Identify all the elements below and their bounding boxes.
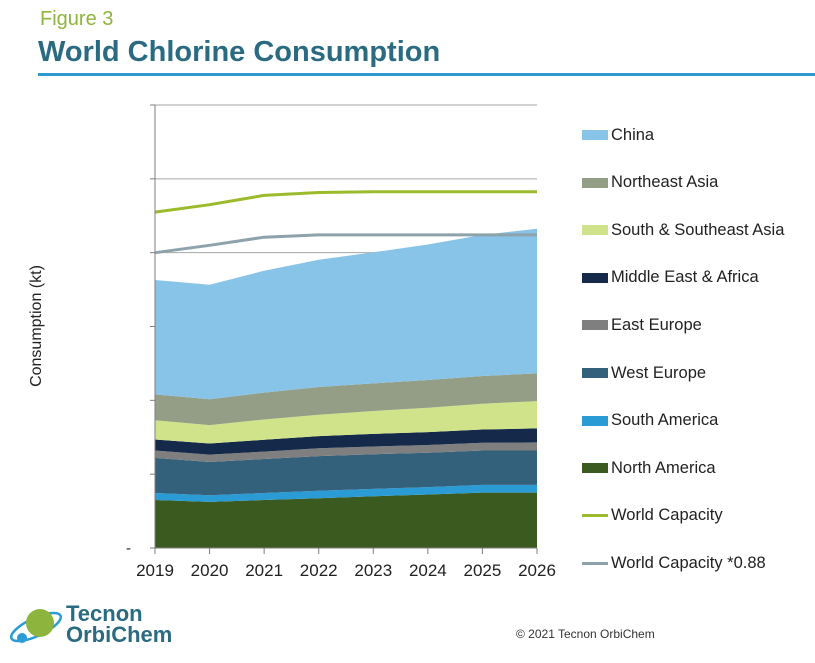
legend-label: Northeast Asia <box>611 173 719 192</box>
legend-item-world-capacity: World Capacity <box>582 505 723 527</box>
x-tick-label: 2025 <box>464 561 502 580</box>
legend-swatch <box>582 320 608 331</box>
tecnon-orbichem-logo: Tecnon OrbiChem <box>8 603 208 653</box>
legend-label: South & Southeast Asia <box>611 220 785 239</box>
title-underline <box>38 73 815 76</box>
x-tick-label: 2023 <box>354 561 392 580</box>
copyright-notice: © 2021 Tecnon OrbiChem <box>516 627 655 641</box>
legend-label: Middle East & Africa <box>611 268 759 287</box>
legend-swatch <box>582 177 608 188</box>
area-north-america <box>155 492 537 548</box>
figure-label: Figure 3 <box>40 8 114 30</box>
legend-item-east-europe: East Europe <box>582 314 702 336</box>
legend-swatch <box>582 415 608 426</box>
legend-label: China <box>611 125 655 144</box>
legend-swatch <box>582 514 608 518</box>
legend-label: East Europe <box>611 315 702 334</box>
x-tick-label: 2024 <box>409 561 447 580</box>
legend-label: North America <box>611 458 716 477</box>
legend-label: World Capacity <box>611 506 723 525</box>
legend-item-world-capacity-0-88: World Capacity *0.88 <box>582 552 766 574</box>
line-world-capacity <box>154 190 537 214</box>
legend-swatch <box>582 225 608 236</box>
legend-item-west-europe: West Europe <box>582 362 706 384</box>
logo-line-1: Tecnon <box>66 601 143 626</box>
x-tick-label: 2020 <box>191 561 229 580</box>
y-tick-label: - <box>126 540 131 557</box>
legend-item-south-southeast-asia: South & Southeast Asia <box>582 219 784 241</box>
legend-swatch <box>582 130 608 140</box>
legend-swatch <box>582 368 608 378</box>
legend-item-northeast-asia: Northeast Asia <box>582 172 718 194</box>
logo-line-2: OrbiChem <box>66 622 173 647</box>
legend-label: World Capacity *0.88 <box>611 553 766 572</box>
legend-swatch <box>582 561 608 565</box>
x-tick-label: 2021 <box>245 561 283 580</box>
area-south-southeast-asia <box>155 401 537 444</box>
orbit-logo-icon <box>9 609 63 643</box>
legend-swatch <box>582 272 608 283</box>
x-tick-label: 2026 <box>518 561 556 580</box>
area-northeast-asia <box>155 373 537 426</box>
chart-title: World Chlorine Consumption <box>38 36 441 68</box>
area-west-europe <box>155 450 537 496</box>
legend-item-south-america: South America <box>582 410 718 432</box>
area-south-america <box>155 484 537 502</box>
line-world-capacity-0-88 <box>154 233 537 255</box>
axes: -2019 2020 2021 2022 2023 2024 2025 2026 <box>126 104 556 580</box>
legend-item-middle-east-africa: Middle East & Africa <box>582 267 759 289</box>
x-tick-label: 2019 <box>136 561 174 580</box>
area-east-europe <box>155 442 537 462</box>
legend-label: South America <box>611 411 719 430</box>
area-china <box>155 228 537 400</box>
legend-item-china: China <box>582 124 654 146</box>
stacked-areas <box>155 228 537 548</box>
area-middle-east-africa <box>155 428 537 455</box>
logo-wordmark: Tecnon OrbiChem <box>66 601 173 647</box>
legend-swatch <box>582 463 608 474</box>
x-tick-label: 2022 <box>300 561 338 580</box>
capacity-lines <box>154 190 537 255</box>
legend-item-north-america: North America <box>582 457 716 479</box>
legend-label: West Europe <box>611 363 707 382</box>
